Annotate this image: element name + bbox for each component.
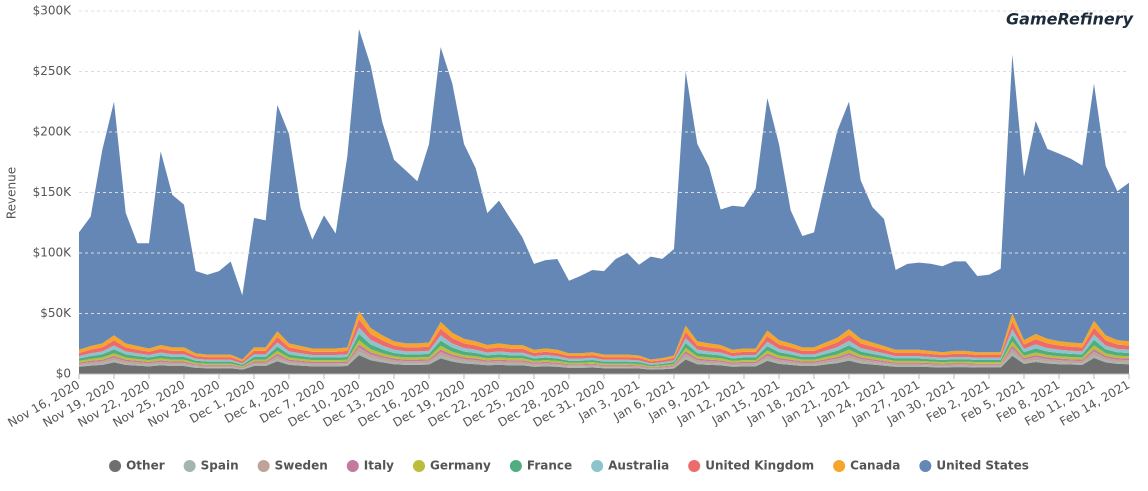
legend-marker — [346, 460, 359, 472]
area — [79, 344, 1129, 368]
legend-marker — [591, 460, 604, 472]
legend-item: Italy — [346, 459, 394, 473]
area — [79, 29, 1129, 360]
legend-label: Other — [126, 459, 165, 473]
legend-marker — [833, 460, 846, 472]
legend-item: France — [509, 459, 572, 473]
legend-label: Germany — [430, 459, 491, 473]
area — [79, 327, 1129, 365]
legend-label: France — [527, 459, 572, 473]
legend-marker — [509, 460, 522, 472]
area — [79, 340, 1129, 368]
logo: GameRefinery — [1006, 10, 1134, 29]
legend-item: United Kingdom — [688, 459, 814, 473]
legend-marker — [257, 460, 270, 472]
legend-item: Spain — [183, 459, 239, 473]
legend-marker — [919, 460, 932, 472]
y-tick-label: $50K — [40, 306, 72, 320]
y-tick-label: $300K — [33, 4, 73, 18]
area — [79, 311, 1129, 362]
y-tick-label: $250K — [33, 64, 73, 78]
legend-marker — [183, 460, 196, 472]
y-tick-label: $200K — [33, 125, 73, 139]
legend-item: Australia — [591, 459, 669, 473]
y-axis-label: Revenue — [5, 167, 19, 219]
legend-item: Germany — [413, 459, 491, 473]
legend-marker — [413, 460, 426, 472]
area — [79, 333, 1129, 367]
legend: Other Spain Sweden Italy Germany France Austra… — [109, 459, 1029, 473]
legend-label: Canada — [850, 459, 900, 473]
area — [79, 347, 1129, 369]
legend-label: United Kingdom — [705, 459, 814, 473]
areas — [79, 29, 1129, 374]
legend-label: Sweden — [275, 459, 328, 473]
legend-marker — [109, 460, 122, 472]
legend-item: Canada — [833, 459, 900, 473]
y-tick-label: $100K — [33, 246, 73, 260]
area — [79, 351, 1129, 370]
legend-label: Australia — [608, 459, 669, 473]
legend-label: Spain — [201, 459, 239, 473]
legend-item: United States — [919, 459, 1029, 473]
y-tick-label: $150K — [33, 185, 73, 199]
legend-marker — [688, 460, 701, 472]
legend-item: Other — [109, 459, 165, 473]
legend-label: Italy — [364, 459, 394, 473]
legend-item: Sweden — [257, 459, 328, 473]
area — [79, 355, 1129, 374]
y-tick-label: $0 — [56, 367, 71, 381]
area — [79, 319, 1129, 364]
legend-label: United States — [936, 459, 1029, 473]
